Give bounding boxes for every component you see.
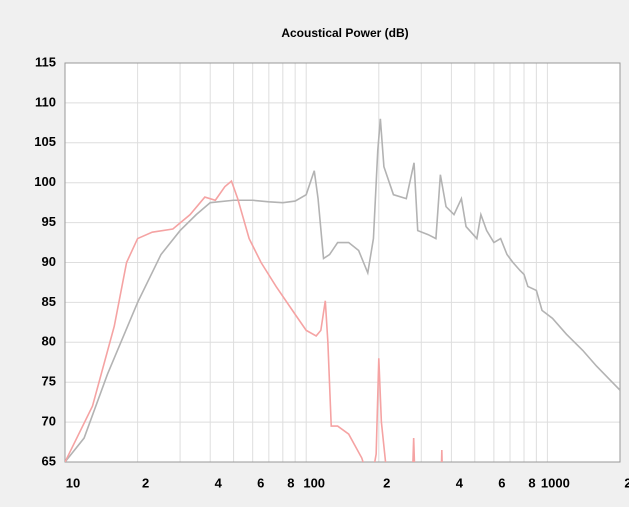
- x-tick-label: 10: [66, 475, 80, 490]
- y-tick-label: 115: [35, 54, 56, 69]
- x-tick-label: 1000: [541, 475, 570, 490]
- y-tick-label: 80: [42, 334, 56, 349]
- y-tick-label: 95: [42, 214, 56, 229]
- y-tick-label: 100: [34, 174, 56, 189]
- x-tick-label: 6: [257, 475, 264, 490]
- series-line: [65, 179, 443, 462]
- y-tick-label: 110: [35, 94, 56, 109]
- x-tick-label: 4: [456, 475, 464, 490]
- x-tick-label: 2: [383, 475, 390, 490]
- plot-border: [64, 62, 621, 463]
- chart-title: Acoustical Power (dB): [281, 26, 408, 40]
- y-tick-label: 65: [42, 453, 56, 468]
- y-tick-label: 85: [42, 294, 56, 309]
- x-tick-label: 8: [287, 475, 294, 490]
- y-tick-label: 70: [42, 414, 56, 429]
- x-tick-label: 8: [528, 475, 535, 490]
- x-tick-label: 2: [624, 475, 629, 490]
- y-tick-label: 105: [34, 134, 56, 149]
- x-tick-label: 100: [303, 475, 325, 490]
- series-line: [65, 118, 620, 462]
- y-tick-label: 90: [42, 254, 56, 269]
- x-tick-label: 4: [215, 475, 223, 490]
- x-tick-label: 6: [498, 475, 505, 490]
- x-tick-label: 2: [142, 475, 149, 490]
- y-tick-label: 75: [42, 374, 56, 389]
